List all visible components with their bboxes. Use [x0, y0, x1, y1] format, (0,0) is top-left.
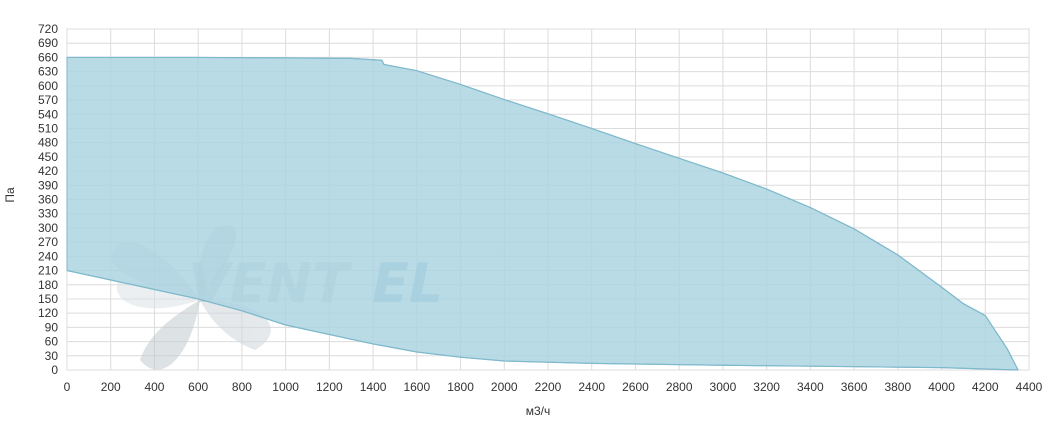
y-tick-label: 390: [38, 178, 58, 192]
x-tick-label: 4200: [972, 380, 999, 394]
x-tick-label: 1200: [316, 380, 343, 394]
lower-boundary-curve: [66, 269, 1019, 371]
y-tick-label: 30: [45, 349, 59, 363]
y-tick-label: 270: [38, 235, 58, 249]
x-tick-label: 1000: [272, 380, 299, 394]
y-tick-label: 630: [38, 65, 58, 79]
x-tick-label: 1800: [447, 380, 474, 394]
x-tick-label: 1600: [403, 380, 430, 394]
x-axis-label: м3/ч: [526, 404, 551, 418]
x-tick-label: 3200: [753, 380, 780, 394]
x-tick-label: 0: [64, 380, 71, 394]
y-tick-label: 60: [45, 335, 59, 349]
x-tick-label: 2800: [666, 380, 693, 394]
x-tick-label: 400: [144, 380, 164, 394]
y-tick-label: 360: [38, 193, 58, 207]
y-tick-label: 330: [38, 207, 58, 221]
y-tick-label: 420: [38, 164, 58, 178]
x-tick-label: 3600: [841, 380, 868, 394]
x-tick-label: 3000: [710, 380, 737, 394]
y-axis-label: Па: [3, 187, 17, 203]
operating-area: [66, 56, 1019, 371]
x-tick-label: 2200: [535, 380, 562, 394]
y-tick-label: 240: [38, 249, 58, 263]
y-tick-label: 570: [38, 93, 58, 107]
y-tick-label: 90: [45, 320, 59, 334]
upper-boundary-curve: [67, 56, 1019, 371]
y-tick-label: 510: [38, 121, 58, 135]
y-tick-label: 600: [38, 79, 58, 93]
x-tick-label: 4400: [1016, 380, 1043, 394]
y-tick-label: 480: [38, 136, 58, 150]
x-tick-label: 3400: [797, 380, 824, 394]
x-tick-label: 3800: [884, 380, 911, 394]
x-tick-label: 2400: [578, 380, 605, 394]
y-tick-label: 660: [38, 50, 58, 64]
x-tick-label: 200: [101, 380, 121, 394]
x-tick-label: 600: [188, 380, 208, 394]
x-tick-label: 2000: [491, 380, 518, 394]
x-tick-label: 1400: [360, 380, 387, 394]
y-tick-label: 540: [38, 107, 58, 121]
y-tick-label: 300: [38, 221, 58, 235]
y-tick-label: 180: [38, 278, 58, 292]
y-tick-label: 150: [38, 292, 58, 306]
y-tick-label: 690: [38, 36, 58, 50]
y-tick-label: 120: [38, 306, 58, 320]
y-tick-label: 450: [38, 150, 58, 164]
chart-axes: 0 200 400 600 800 1000 1200 1400 1600 1800 2000 220…: [38, 22, 1043, 394]
x-tick-label: 4000: [928, 380, 955, 394]
x-tick-label: 800: [232, 380, 252, 394]
y-tick-label: 210: [38, 264, 58, 278]
y-tick-label: 0: [51, 363, 58, 377]
x-tick-label: 2600: [622, 380, 649, 394]
y-tick-label: 720: [38, 22, 58, 36]
